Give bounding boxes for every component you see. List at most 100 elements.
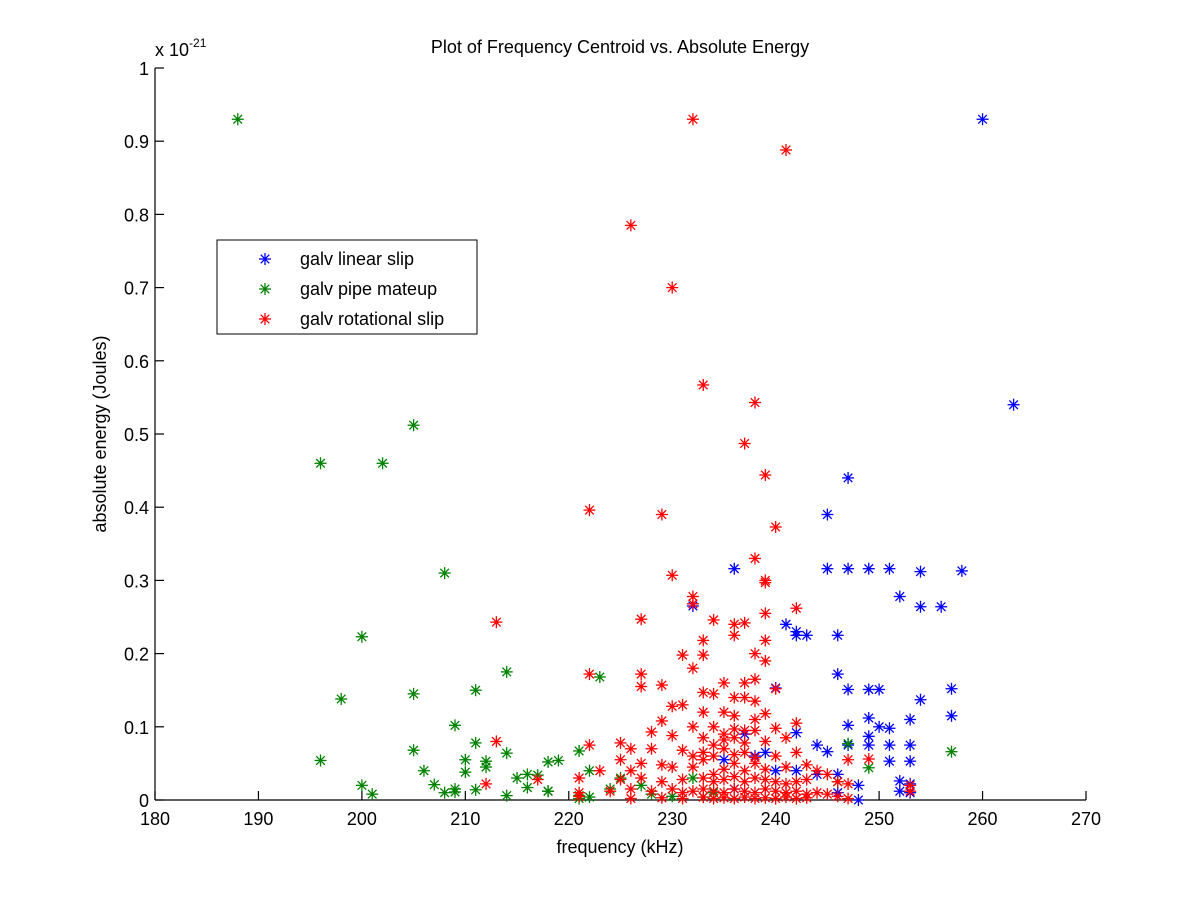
data-point (593, 764, 606, 777)
data-point (728, 629, 741, 642)
data-point (842, 737, 855, 750)
data-point (500, 665, 513, 678)
data-point (645, 725, 658, 738)
data-point (862, 562, 875, 575)
x-tick-label: 250 (864, 809, 894, 829)
data-point (614, 753, 627, 766)
data-point (573, 790, 586, 803)
data-point (759, 654, 772, 667)
data-point (914, 600, 927, 613)
data-point (790, 746, 803, 759)
data-point (893, 590, 906, 603)
y-tick-label: 0.5 (124, 425, 149, 445)
data-point (748, 552, 761, 565)
data-points (231, 113, 1020, 806)
data-point (542, 785, 555, 798)
data-point (893, 785, 906, 798)
data-point (366, 788, 379, 801)
data-point (480, 777, 493, 790)
data-point (521, 768, 534, 781)
data-point (748, 695, 761, 708)
data-point (728, 722, 741, 735)
data-point (862, 753, 875, 766)
axes: 180 190 200 210 220 230 240 250 260 270 0 0.1 0.2 0.… (124, 59, 1101, 829)
data-point (542, 755, 555, 768)
chart-title: Plot of Frequency Centroid vs. Absolute … (431, 37, 809, 57)
data-point (707, 739, 720, 752)
data-point (635, 779, 648, 792)
data-point (614, 736, 627, 749)
data-point (604, 785, 617, 798)
data-point (686, 720, 699, 733)
data-point (438, 786, 451, 799)
data-point (583, 791, 596, 804)
data-point (707, 720, 720, 733)
data-point (717, 763, 730, 776)
data-point (666, 783, 679, 796)
data-point (831, 775, 844, 788)
data-point (780, 731, 793, 744)
data-point (883, 722, 896, 735)
data-point (666, 761, 679, 774)
data-point (717, 753, 730, 766)
y-axis-label: absolute energy (Joules) (90, 335, 110, 532)
data-point (759, 791, 772, 804)
data-point (676, 792, 689, 805)
data-point (686, 113, 699, 126)
legend-label: galv rotational slip (300, 309, 444, 329)
data-point (697, 706, 710, 719)
data-point (769, 792, 782, 805)
data-point (686, 761, 699, 774)
data-point (738, 791, 751, 804)
data-point (583, 504, 596, 517)
data-point (459, 753, 472, 766)
x-tick-label: 270 (1071, 809, 1101, 829)
data-point (624, 792, 637, 805)
data-point (355, 779, 368, 792)
y-axis-multiplier: x 10-21 (155, 36, 207, 60)
data-point (738, 676, 751, 689)
data-point (769, 764, 782, 777)
x-axis-label: frequency (kHz) (556, 837, 683, 857)
data-point (728, 709, 741, 722)
data-point (645, 785, 658, 798)
data-point (717, 728, 730, 741)
data-point (355, 630, 368, 643)
data-point (490, 735, 503, 748)
data-point (521, 781, 534, 794)
data-point (759, 634, 772, 647)
data-point (666, 700, 679, 713)
data-point (573, 772, 586, 785)
y-tick-label: 1 (139, 59, 149, 79)
data-point (655, 714, 668, 727)
data-point (314, 457, 327, 470)
data-point (624, 219, 637, 232)
y-tick-label: 0.9 (124, 132, 149, 152)
data-point (759, 746, 772, 759)
data-point (666, 281, 679, 294)
data-point (717, 706, 730, 719)
data-point (448, 719, 461, 732)
data-point (655, 775, 668, 788)
data-point (573, 744, 586, 757)
legend-marker-icon (259, 253, 271, 265)
data-point (707, 768, 720, 781)
data-point (821, 562, 834, 575)
data-point (800, 758, 813, 771)
data-point (759, 707, 772, 720)
y-tick-label: 0.2 (124, 645, 149, 665)
data-point (873, 720, 886, 733)
data-point (748, 673, 761, 686)
data-point (728, 618, 741, 631)
data-point (480, 761, 493, 774)
data-point (676, 649, 689, 662)
data-point (635, 680, 648, 693)
data-point (376, 457, 389, 470)
data-point (624, 742, 637, 755)
data-point (883, 755, 896, 768)
data-point (666, 569, 679, 582)
data-point (707, 792, 720, 805)
data-point (738, 691, 751, 704)
